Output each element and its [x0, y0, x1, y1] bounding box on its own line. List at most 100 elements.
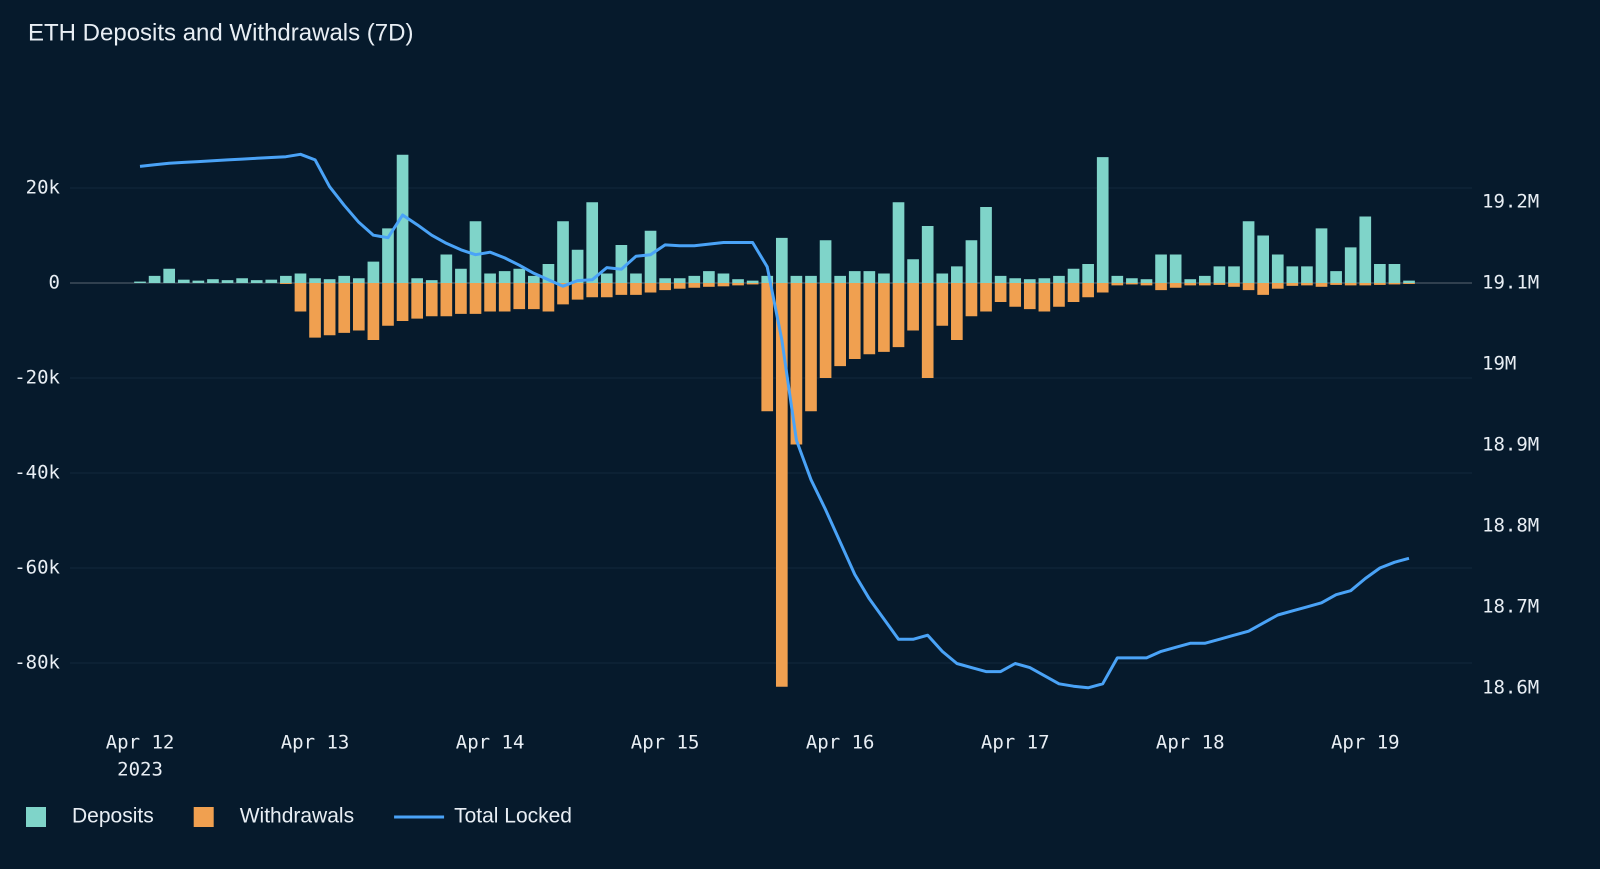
- bar: [1126, 283, 1138, 285]
- lines: [139, 152, 1410, 690]
- bar: [834, 283, 846, 367]
- bar: [732, 279, 744, 283]
- bar: [630, 273, 642, 283]
- bar: [1126, 278, 1138, 283]
- bar: [367, 261, 380, 283]
- bar: [746, 280, 759, 283]
- chart-title: ETH Deposits and Withdrawals (7D): [28, 19, 413, 46]
- legend-swatch: [26, 807, 46, 827]
- x-tick-label: Apr 18: [1156, 732, 1225, 754]
- bar: [498, 283, 511, 312]
- line: [139, 152, 1410, 690]
- bar: [1198, 275, 1211, 283]
- bar: [338, 275, 351, 283]
- bar: [615, 283, 628, 295]
- bar: [1388, 264, 1401, 283]
- bar: [1053, 283, 1065, 307]
- bar: [323, 279, 336, 283]
- bar: [1330, 271, 1342, 283]
- bar: [309, 278, 321, 283]
- bar: [951, 266, 963, 283]
- bar: [878, 283, 890, 352]
- y-tick-label: 0: [49, 272, 60, 294]
- bar: [484, 273, 496, 283]
- bar: [1067, 268, 1080, 283]
- bar: [892, 283, 905, 348]
- bar: [163, 268, 176, 283]
- bar: [951, 283, 963, 340]
- bar: [805, 275, 817, 283]
- bar: [1286, 266, 1299, 283]
- bar: [513, 283, 526, 310]
- bar: [1271, 254, 1284, 283]
- bar: [177, 279, 190, 283]
- x-tick-label: Apr 13: [281, 732, 350, 754]
- bar: [600, 273, 613, 283]
- bar: [1111, 275, 1124, 283]
- bars: [134, 154, 1415, 687]
- bar: [892, 202, 905, 283]
- bar: [659, 278, 671, 283]
- bar: [1301, 266, 1313, 283]
- y-tick-label: -80k: [14, 652, 60, 674]
- bar: [411, 278, 423, 283]
- bar: [965, 283, 978, 317]
- x-tick-label: Apr 17: [981, 732, 1050, 754]
- bar: [1257, 283, 1270, 295]
- bar: [1271, 283, 1284, 289]
- bar: [1242, 283, 1255, 291]
- bar: [498, 271, 511, 283]
- bar: [1198, 283, 1211, 286]
- bar: [557, 221, 569, 283]
- bar: [703, 271, 715, 283]
- bar: [1301, 283, 1313, 286]
- bar: [848, 271, 861, 283]
- bar: [878, 273, 890, 283]
- bar: [352, 278, 365, 283]
- bar: [921, 226, 934, 283]
- bar: [1359, 216, 1372, 283]
- bar: [615, 245, 628, 283]
- bar: [1359, 283, 1372, 286]
- x-tick-label: Apr 16: [806, 732, 875, 754]
- bar: [775, 283, 788, 687]
- bar: [819, 283, 832, 378]
- bar: [863, 271, 876, 283]
- bar: [265, 279, 278, 283]
- bar: [994, 275, 1007, 283]
- legend-label: Total Locked: [454, 805, 572, 828]
- bar: [557, 283, 569, 305]
- bar: [819, 240, 832, 283]
- bar: [980, 283, 992, 312]
- bar: [1155, 254, 1167, 283]
- bar: [717, 273, 730, 283]
- bar: [236, 278, 248, 283]
- bar: [192, 280, 205, 283]
- bar: [1096, 283, 1109, 293]
- bar: [1374, 283, 1386, 285]
- bar: [513, 268, 526, 283]
- bar: [1169, 254, 1182, 283]
- bar: [1023, 283, 1036, 310]
- bar: [338, 283, 351, 333]
- legend-swatch: [193, 807, 214, 827]
- bar: [528, 283, 540, 310]
- bar: [1082, 283, 1094, 298]
- bar: [1213, 266, 1226, 283]
- legend-label: Withdrawals: [240, 805, 354, 828]
- bar: [732, 283, 744, 286]
- bar: [440, 254, 453, 283]
- bar: [352, 283, 365, 331]
- bar: [469, 283, 482, 314]
- bar: [323, 283, 336, 336]
- bar: [1330, 283, 1342, 285]
- bar: [1082, 264, 1094, 283]
- bar: [790, 275, 803, 283]
- y2-tick-label: 19M: [1482, 352, 1516, 374]
- y2-tick-label: 18.8M: [1482, 514, 1539, 536]
- bar: [1140, 279, 1153, 283]
- bar: [1228, 283, 1240, 287]
- bar: [600, 283, 613, 298]
- bar: [440, 283, 453, 317]
- bar: [1286, 283, 1299, 286]
